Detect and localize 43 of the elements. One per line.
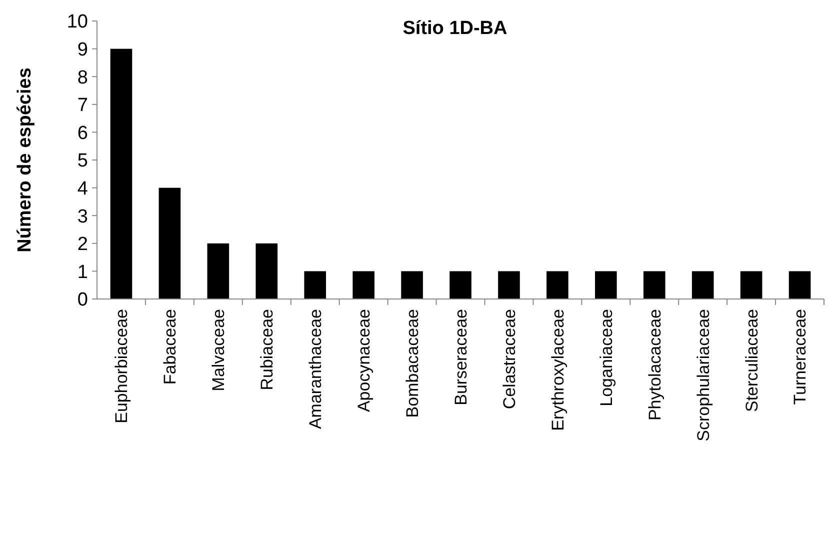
x-tick-label: Scrophulariaceae	[694, 309, 713, 442]
y-tick-label: 1	[77, 262, 88, 283]
bar	[740, 271, 762, 299]
bar	[304, 271, 326, 299]
bar	[788, 271, 811, 299]
y-tick-label: 8	[77, 67, 88, 88]
y-tick-label: 5	[77, 150, 88, 172]
y-tick-label: 0	[77, 290, 88, 311]
bar	[498, 271, 520, 299]
x-tick-label: Fabaceae	[160, 309, 180, 385]
bar	[352, 271, 374, 299]
x-tick-label: Loganiaceae	[596, 309, 616, 406]
x-tick-label: Sterculiaceae	[742, 309, 762, 412]
bar	[207, 243, 230, 299]
x-tick-label: Euphorbiaceae	[112, 309, 132, 424]
y-tick-label: 4	[77, 178, 88, 200]
x-tick-label: Phytolacaceae	[645, 309, 664, 421]
bar	[401, 271, 423, 299]
x-tick-label: Rubiaceae	[258, 309, 277, 390]
bar	[256, 243, 278, 299]
chart-title: Sítio 1D-BA	[402, 18, 508, 39]
x-tick-label: Burseraceae	[451, 309, 470, 406]
x-tick-label: Turneraceae	[790, 309, 810, 405]
y-tick-label: 9	[77, 39, 88, 60]
bar	[643, 271, 666, 299]
y-tick-label: 2	[77, 234, 88, 256]
x-tick-label: Malvaceae	[209, 309, 228, 392]
y-tick-label: 10	[66, 12, 88, 33]
bar	[546, 271, 568, 299]
bar	[158, 188, 181, 299]
y-tick-label: 6	[77, 122, 88, 144]
y-axis-title: Número de espécies	[14, 68, 36, 252]
bar	[450, 271, 472, 299]
x-tick-label: Amaranthaceae	[306, 309, 326, 430]
bar	[594, 271, 617, 299]
x-tick-label: Bombacaceae	[402, 309, 422, 418]
x-tick-label: Celastraceae	[500, 309, 519, 410]
y-tick-label: 7	[77, 95, 88, 116]
x-tick-label: Apocynaceae	[354, 309, 374, 412]
x-tick-label: Erythroxylaceae	[548, 309, 568, 431]
y-tick-label: 3	[77, 206, 88, 228]
bar	[692, 271, 714, 299]
bar	[110, 48, 132, 299]
